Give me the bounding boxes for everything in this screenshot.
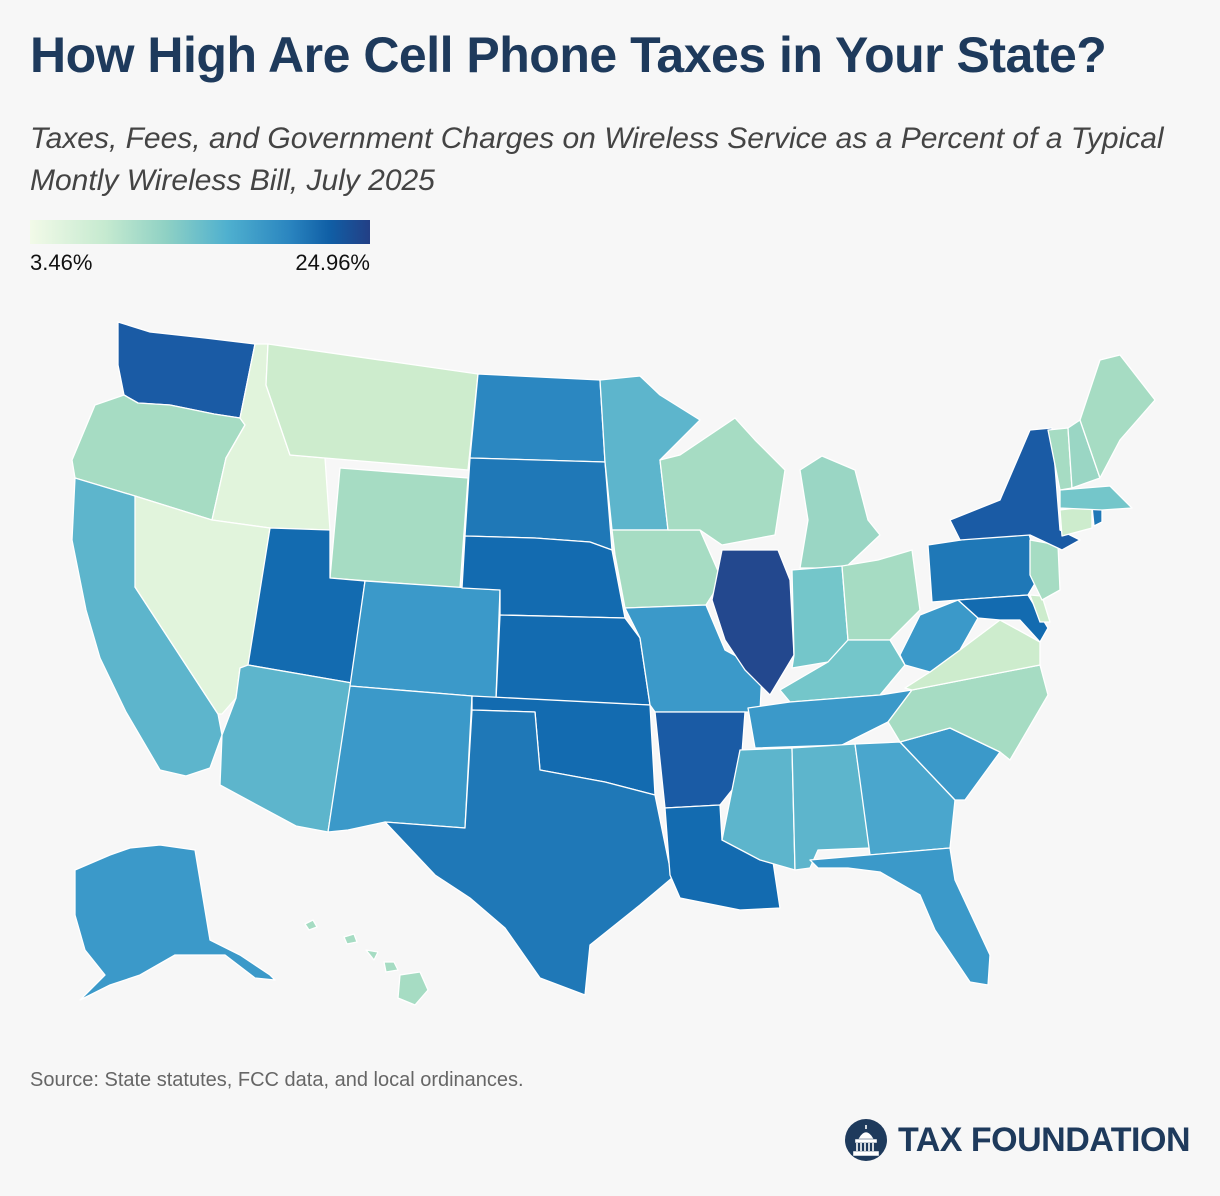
state-north-dakota[interactable] (469, 373, 606, 463)
state-alaska[interactable] (74, 844, 276, 1001)
state-delaware[interactable] (1029, 594, 1051, 623)
legend-max-label: 24.96% (295, 250, 370, 275)
us-choropleth-map (71, 321, 1156, 1006)
state-colorado[interactable] (349, 580, 501, 699)
state-maine[interactable] (1079, 354, 1156, 479)
state-new-york[interactable] (949, 427, 1081, 551)
legend-min-label: 3.46% (30, 250, 93, 275)
brand-name: TAX FOUNDATION (897, 1120, 1191, 1159)
state-west-virginia[interactable] (899, 599, 979, 673)
page-subtitle: Taxes, Fees, and Government Charges on W… (30, 122, 1164, 197)
color-legend: 3.46% 24.96% (30, 220, 370, 275)
state-hawaii[interactable] (304, 919, 429, 1006)
state-arkansas[interactable] (654, 711, 746, 809)
state-texas[interactable] (384, 709, 673, 996)
state-montana[interactable] (265, 343, 479, 471)
page-title: How High Are Cell Phone Taxes in Your St… (30, 27, 1107, 83)
source-note: Source: State statutes, FCC data, and lo… (30, 1069, 524, 1091)
state-connecticut[interactable] (1059, 505, 1093, 537)
state-new-mexico[interactable] (327, 685, 473, 833)
state-michigan[interactable] (799, 455, 881, 569)
state-wisconsin[interactable] (659, 417, 786, 546)
state-new-jersey[interactable] (1029, 539, 1061, 601)
state-iowa[interactable] (611, 529, 723, 609)
state-florida[interactable] (809, 847, 991, 986)
capitol-dome-icon (844, 1119, 887, 1161)
state-tennessee[interactable] (747, 689, 913, 749)
state-massachusetts[interactable] (1059, 485, 1133, 511)
state-ohio[interactable] (841, 549, 921, 641)
state-georgia[interactable] (854, 741, 956, 856)
tax-foundation-logo: TAX FOUNDATION (844, 1118, 1191, 1162)
legend-gradient-bar (30, 220, 370, 244)
state-louisiana[interactable] (664, 804, 781, 911)
state-kansas[interactable] (495, 614, 651, 706)
state-wyoming[interactable] (329, 467, 469, 589)
state-illinois[interactable] (711, 549, 795, 696)
state-maryland[interactable] (957, 594, 1049, 643)
state-pennsylvania[interactable] (927, 529, 1041, 603)
legend-labels: 3.46% 24.96% (30, 244, 370, 275)
